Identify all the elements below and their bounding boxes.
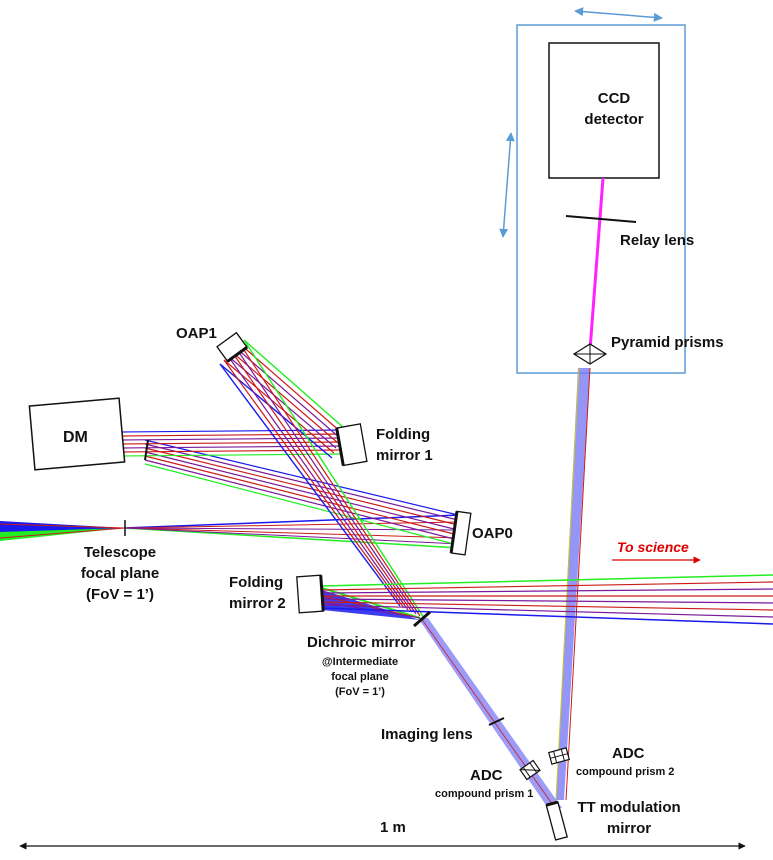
tt-modulation-mirror xyxy=(545,800,568,841)
telescope-focal-plane-line-3: (FoV = 1’) xyxy=(86,586,154,603)
tt-modulation-mirror-label: TT modulation mirror xyxy=(570,797,688,839)
dm-box xyxy=(28,397,126,471)
tt-mirror-line-2: mirror xyxy=(606,820,652,837)
ccd-label-line-1: CCD xyxy=(597,90,631,107)
imaging-lens-label: Imaging lens xyxy=(381,726,473,743)
folding-mirror-2-line-1: Folding xyxy=(229,574,284,591)
dichroic-mirror xyxy=(413,610,431,628)
to-science-label: To science xyxy=(617,539,689,555)
telescope-focal-plane-label: Telescope focal plane (FoV = 1’) xyxy=(64,542,176,605)
folding-mirror-1-label: Folding mirror 1 xyxy=(376,424,433,466)
folding-mirror-1 xyxy=(335,423,368,467)
oap0-mirror xyxy=(449,510,472,556)
tt-mirror-line-1: TT modulation xyxy=(577,799,681,816)
relay-lens xyxy=(565,215,637,223)
oap1-label: OAP1 xyxy=(176,325,217,342)
pyramid-input-beam xyxy=(555,367,591,801)
intermediate-focal-plane-line-3: (FoV = 1’) xyxy=(335,686,385,698)
adc-prism-2 xyxy=(548,747,570,765)
scale-label: 1 m xyxy=(380,819,406,836)
camera-enclosure xyxy=(516,24,686,374)
science-beam xyxy=(321,574,773,625)
oap1-to-folding2-beam xyxy=(219,339,425,619)
vertical-translation-arrow xyxy=(499,132,515,238)
intermediate-focal-plane-line-1: @Intermediate xyxy=(321,656,399,668)
ccd-beam xyxy=(588,177,605,351)
dichroic-to-tt-beam xyxy=(418,617,562,809)
folding-mirror-1-line-1: Folding xyxy=(376,426,431,443)
oap0-label: OAP0 xyxy=(472,525,513,542)
imaging-lens xyxy=(488,717,505,726)
oap1-mirror xyxy=(216,331,248,363)
intermediate-focal-plane-label: @Intermediate focal plane (FoV = 1’) xyxy=(305,655,415,700)
oap0-to-dm-beam xyxy=(144,439,459,546)
adc2-sub-label: compound prism 2 xyxy=(576,766,675,778)
folding-mirror-1-line-2: mirror 1 xyxy=(376,447,433,464)
relay-lens-label: Relay lens xyxy=(620,232,695,249)
folding-mirror-2-line-2: mirror 2 xyxy=(229,595,286,612)
horizontal-translation-arrow xyxy=(574,7,663,22)
folding-mirror-2-label: Folding mirror 2 xyxy=(229,572,286,614)
adc1-label: ADC xyxy=(470,767,503,784)
pyramid-prisms xyxy=(572,343,608,365)
adc1-sub-label: compound prism 1 xyxy=(435,788,534,800)
ccd-detector-label: CCD detector xyxy=(574,88,654,130)
pyramid-prisms-label: Pyramid prisms xyxy=(611,334,724,351)
intermediate-focal-plane-line-2: focal plane xyxy=(331,671,389,683)
adc-prism-1 xyxy=(519,759,541,781)
ccd-label-line-2: detector xyxy=(584,111,644,128)
dichroic-mirror-label: Dichroic mirror xyxy=(307,634,416,651)
folding-mirror-2 xyxy=(296,574,325,614)
ccd-detector-box xyxy=(548,42,660,179)
dm-label: DM xyxy=(63,429,88,446)
adc2-label: ADC xyxy=(612,745,645,762)
telescope-focal-plane-line-2: focal plane xyxy=(80,565,160,582)
telescope-focal-plane-line-1: Telescope xyxy=(83,544,157,561)
